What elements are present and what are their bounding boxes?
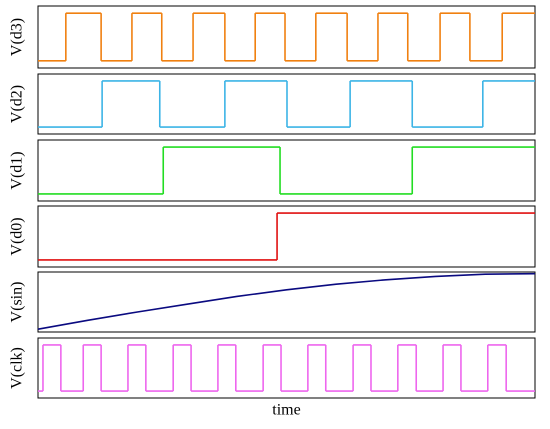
plot-frame <box>37 5 536 69</box>
y-axis-label: V(sin) <box>9 282 26 323</box>
plot-frame <box>37 73 536 135</box>
y-axis-label: V(d0) <box>9 217 26 255</box>
plot-frame <box>37 205 536 268</box>
signal-line <box>37 272 536 331</box>
plot-frame <box>37 337 536 399</box>
x-axis-label: time <box>272 402 300 419</box>
y-axis-label: V(d2) <box>9 85 26 123</box>
y-axis-label: V(d3) <box>9 18 26 56</box>
y-axis-label: V(d1) <box>9 151 26 189</box>
plot-frame <box>37 271 536 333</box>
y-axis-label: V(clk) <box>9 347 26 389</box>
plot-frame <box>37 139 536 202</box>
